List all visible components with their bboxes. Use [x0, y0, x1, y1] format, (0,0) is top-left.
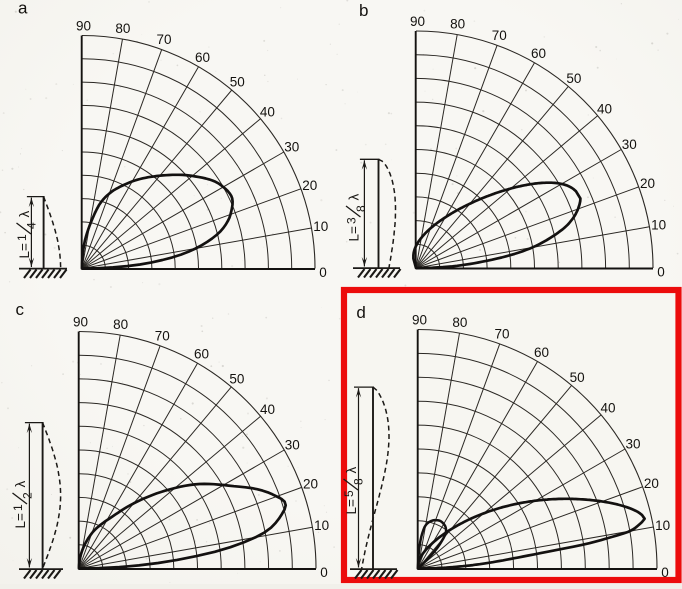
svg-text:40: 40 — [260, 402, 275, 417]
svg-text:5: 5 — [342, 490, 356, 497]
svg-text:10: 10 — [314, 518, 329, 533]
svg-text:λ: λ — [17, 211, 32, 218]
svg-text:40: 40 — [597, 101, 612, 116]
svg-text:70: 70 — [492, 28, 507, 43]
svg-text:0: 0 — [319, 265, 327, 280]
svg-text:60: 60 — [531, 46, 546, 61]
svg-text:L=: L= — [347, 226, 362, 242]
svg-text:90: 90 — [412, 312, 427, 327]
svg-text:80: 80 — [113, 317, 128, 332]
svg-text:10: 10 — [651, 218, 666, 233]
svg-text:50: 50 — [229, 371, 244, 386]
svg-text:2: 2 — [21, 492, 35, 499]
svg-text:3: 3 — [345, 217, 359, 224]
svg-text:8: 8 — [352, 478, 366, 485]
svg-text:30: 30 — [285, 437, 300, 452]
svg-text:70: 70 — [155, 328, 170, 343]
svg-text:60: 60 — [194, 347, 209, 362]
svg-text:20: 20 — [644, 476, 659, 491]
svg-text:L=: L= — [344, 499, 359, 515]
svg-text:30: 30 — [284, 139, 299, 154]
svg-text:50: 50 — [230, 74, 245, 89]
svg-text:0: 0 — [657, 264, 665, 279]
svg-text:a: a — [18, 0, 28, 17]
svg-text:L=: L= — [13, 513, 28, 529]
svg-text:20: 20 — [303, 477, 318, 492]
svg-text:30: 30 — [622, 137, 637, 152]
svg-text:90: 90 — [76, 18, 91, 33]
svg-text:70: 70 — [156, 32, 171, 47]
svg-text:40: 40 — [600, 401, 615, 416]
svg-text:b: b — [359, 1, 368, 20]
svg-text:60: 60 — [195, 50, 210, 65]
svg-text:70: 70 — [494, 326, 509, 341]
svg-text:20: 20 — [640, 176, 655, 191]
svg-text:d: d — [356, 303, 365, 322]
svg-text:60: 60 — [534, 345, 549, 360]
svg-text:λ: λ — [13, 481, 28, 488]
svg-text:0: 0 — [661, 565, 669, 580]
svg-text:30: 30 — [625, 436, 640, 451]
svg-text:8: 8 — [354, 205, 368, 212]
svg-text:90: 90 — [73, 314, 88, 329]
svg-text:80: 80 — [115, 21, 130, 36]
svg-text:c: c — [16, 300, 25, 319]
svg-text:4: 4 — [25, 222, 39, 229]
svg-text:10: 10 — [313, 219, 328, 234]
svg-text:10: 10 — [655, 518, 670, 533]
svg-text:50: 50 — [570, 370, 585, 385]
svg-text:50: 50 — [566, 71, 581, 86]
svg-text:0: 0 — [320, 565, 328, 580]
svg-text:80: 80 — [452, 315, 467, 330]
svg-text:λ: λ — [347, 194, 362, 201]
svg-text:20: 20 — [302, 178, 317, 193]
svg-text:λ: λ — [344, 467, 359, 474]
svg-text:80: 80 — [450, 17, 465, 32]
svg-text:L=: L= — [17, 243, 32, 259]
svg-text:1: 1 — [15, 234, 29, 241]
svg-text:40: 40 — [260, 105, 275, 120]
svg-text:90: 90 — [410, 14, 425, 29]
svg-text:1: 1 — [11, 504, 25, 511]
